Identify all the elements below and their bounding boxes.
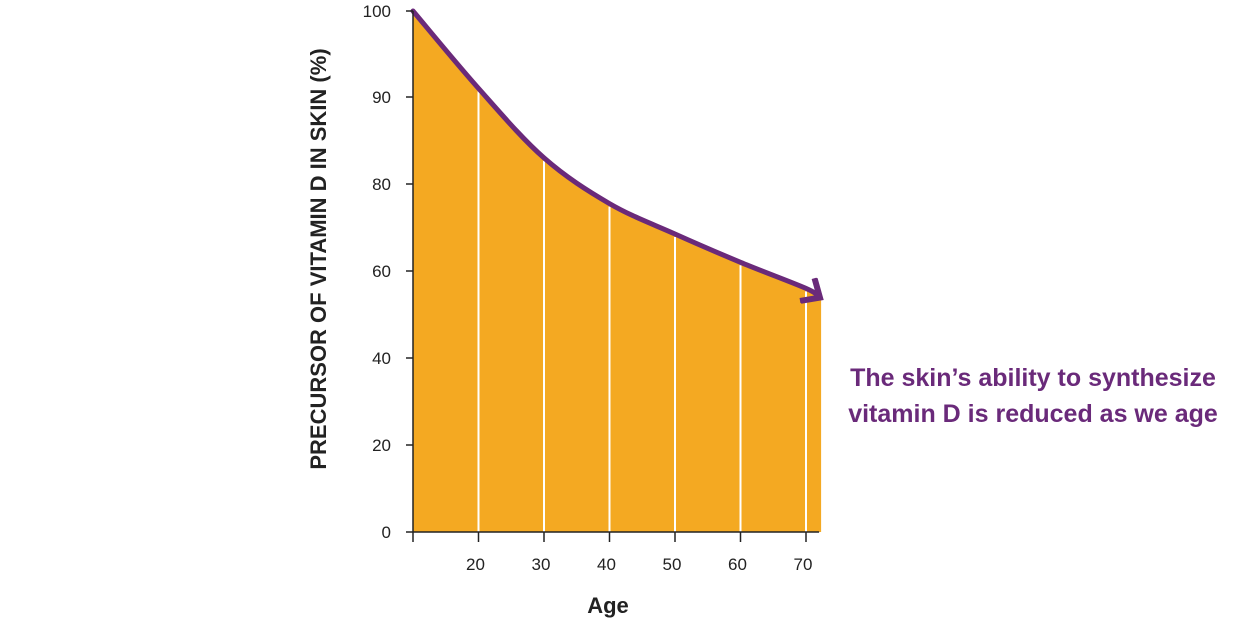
area-fill — [413, 11, 822, 532]
grid-layer — [477, 91, 807, 532]
annotation-line-2: vitamin D is reduced as we age — [848, 400, 1218, 428]
x-tick-label: 30 — [532, 555, 551, 574]
y-tick-label: 100 — [363, 2, 391, 21]
y-tick-label: 60 — [372, 262, 391, 281]
area-layer — [413, 11, 822, 532]
x-tick-label: 20 — [466, 555, 485, 574]
curve-layer — [410, 8, 819, 297]
y-tick-label: 80 — [372, 175, 391, 194]
y-tick-label: 90 — [372, 88, 391, 107]
tick-layer: 0 20 40 60 80 90 100 20 30 40 50 60 70 — [363, 2, 813, 574]
x-tick-label: 70 — [794, 555, 813, 574]
y-tick-label: 40 — [372, 349, 391, 368]
x-tick-label: 60 — [728, 555, 747, 574]
y-axis-title: PRECURSOR OF VITAMIN D IN SKIN (%) — [306, 48, 331, 469]
trend-line — [410, 8, 819, 297]
x-tick-label: 40 — [597, 555, 616, 574]
y-tick-label: 20 — [372, 436, 391, 455]
y-tick-label: 0 — [382, 523, 391, 542]
annotation-text: The skin’s ability to synthesize vitamin… — [838, 360, 1228, 432]
x-tick-label: 50 — [663, 555, 682, 574]
x-axis-title: Age — [587, 593, 629, 618]
annotation-line-1: The skin’s ability to synthesize — [850, 364, 1216, 392]
